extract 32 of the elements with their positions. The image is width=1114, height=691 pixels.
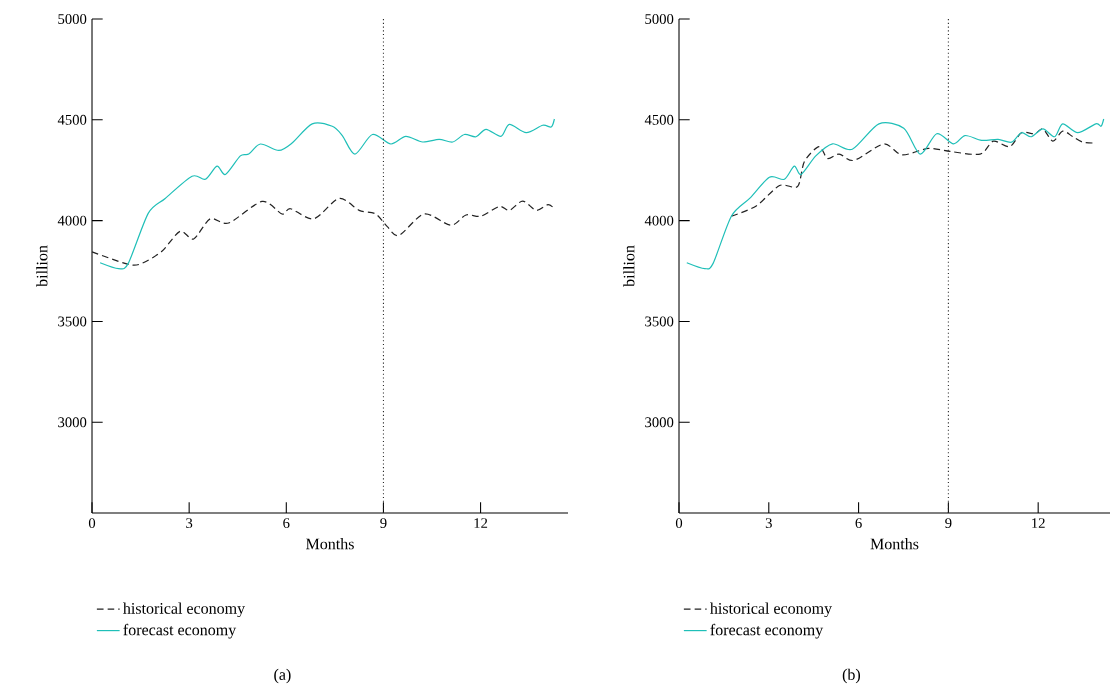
y-axis-title: billion — [36, 245, 48, 287]
y-tick-label: 5000 — [645, 14, 674, 24]
x-tick-label: 12 — [1032, 518, 1045, 528]
legend-label: historical economy — [710, 602, 833, 618]
y-tick-label: 3500 — [58, 316, 87, 327]
y-tick-label: 3000 — [58, 417, 87, 428]
y-axis-title: billion — [623, 245, 635, 287]
x-tick-label: 0 — [675, 518, 683, 529]
y-tick-label: 4000 — [644, 215, 674, 226]
x-tick-label: 3 — [186, 518, 193, 528]
y-tick-label: 4500 — [57, 114, 87, 125]
x-tick-label: 6 — [283, 518, 290, 528]
x-tick-label: 6 — [855, 518, 862, 528]
x-axis-title: Months — [306, 538, 354, 550]
x-tick-label: 9 — [945, 518, 952, 528]
x-tick-label: 9 — [380, 518, 387, 528]
x-tick-label: 3 — [765, 518, 772, 528]
text: (a) — [274, 668, 291, 684]
y-tick-label: 4500 — [644, 114, 674, 125]
legend-label: historical economy — [123, 602, 246, 618]
x-axis-title: Months — [870, 538, 919, 550]
y-tick-label: 3000 — [645, 417, 674, 428]
line-series — [99, 118, 555, 270]
y-tick-label: 3500 — [645, 316, 674, 327]
line-series — [686, 118, 1105, 270]
legend-label: forecast economy — [710, 623, 824, 639]
x-tick-label: 12 — [474, 518, 488, 528]
text: (b) — [842, 668, 861, 684]
x-tick-label: 0 — [88, 518, 96, 529]
legend-label: forecast economy — [123, 623, 237, 639]
y-tick-label: 5000 — [58, 14, 87, 24]
y-tick-label: 4000 — [57, 215, 87, 226]
